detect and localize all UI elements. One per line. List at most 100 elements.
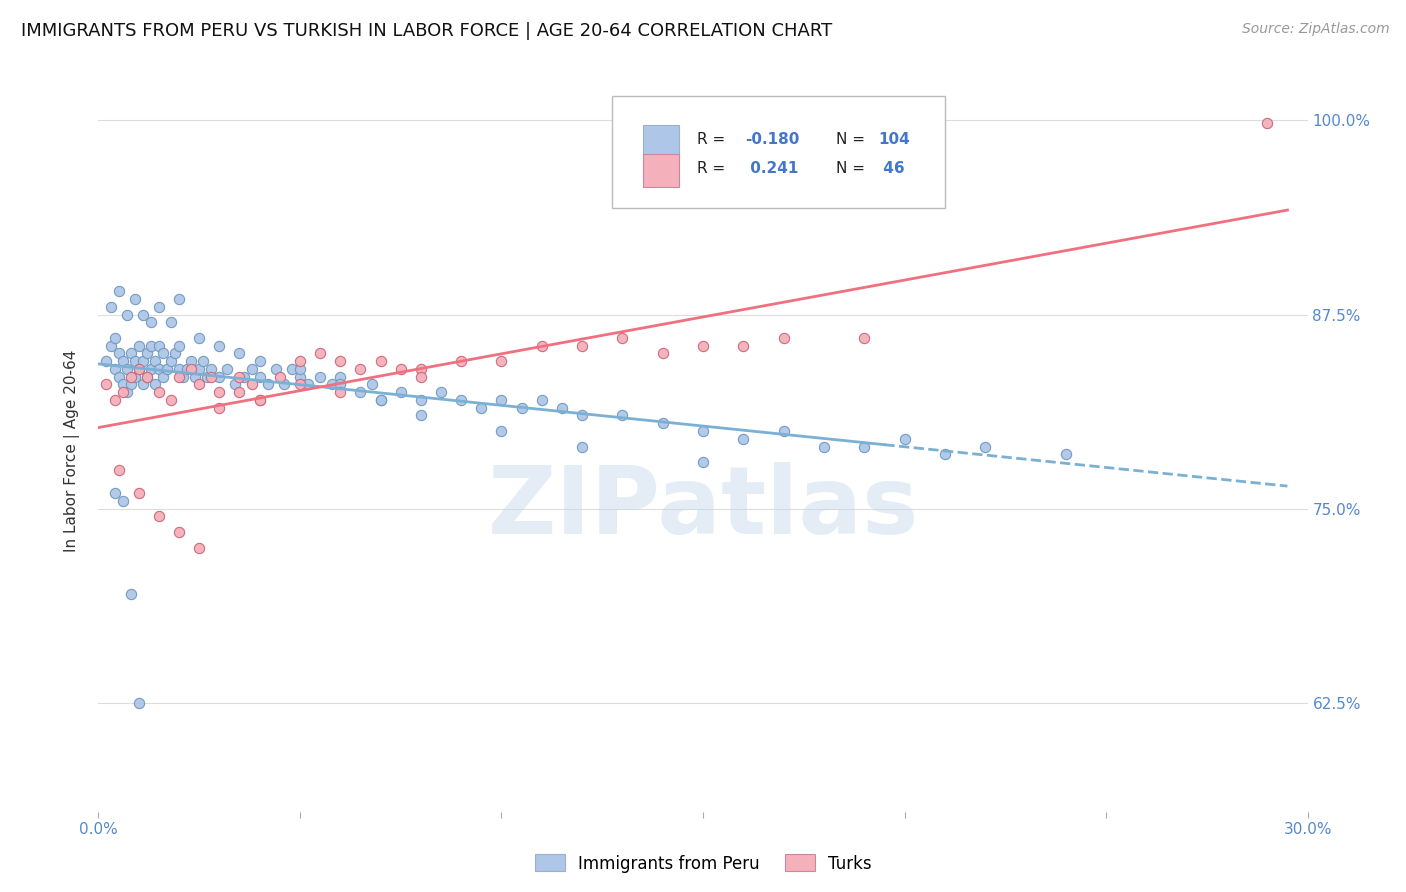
Point <box>128 362 150 376</box>
Legend: Immigrants from Peru, Turks: Immigrants from Peru, Turks <box>527 847 879 880</box>
Point <box>128 362 150 376</box>
Point <box>167 369 190 384</box>
Point <box>430 385 453 400</box>
Point <box>195 369 218 384</box>
Point <box>853 440 876 454</box>
Point <box>228 369 250 384</box>
FancyBboxPatch shape <box>613 96 945 209</box>
Point <box>249 392 271 407</box>
Point <box>115 362 138 376</box>
Point <box>132 354 155 368</box>
Point <box>249 369 271 384</box>
Point <box>329 354 352 368</box>
Point <box>551 401 574 415</box>
Point <box>692 338 714 352</box>
Point <box>309 369 332 384</box>
Point <box>249 354 271 368</box>
Point <box>115 308 138 322</box>
Point <box>103 362 125 376</box>
Point <box>281 362 304 376</box>
Point <box>530 338 553 352</box>
Point <box>510 401 533 415</box>
Point <box>288 354 311 368</box>
Point <box>409 362 432 376</box>
Point <box>120 377 142 392</box>
Text: N =: N = <box>837 132 870 147</box>
Point <box>103 331 125 345</box>
Point <box>232 369 254 384</box>
Point <box>288 369 311 384</box>
Point <box>124 369 146 384</box>
Point <box>1256 116 1278 130</box>
Point <box>571 409 593 423</box>
Point <box>96 354 118 368</box>
Point <box>107 463 129 477</box>
Point <box>491 424 513 438</box>
Point <box>297 377 319 392</box>
Point <box>96 377 118 392</box>
Point <box>409 369 432 384</box>
Point <box>450 354 472 368</box>
Point <box>111 354 134 368</box>
Text: N =: N = <box>837 161 870 177</box>
Point <box>111 377 134 392</box>
Point <box>172 369 194 384</box>
Point <box>370 392 392 407</box>
Text: 0.241: 0.241 <box>745 161 799 177</box>
Point <box>934 447 956 461</box>
Point <box>450 392 472 407</box>
Point <box>409 409 432 423</box>
Point <box>208 369 231 384</box>
Point <box>772 331 794 345</box>
Point <box>692 424 714 438</box>
Point <box>184 369 207 384</box>
Point <box>329 377 352 392</box>
Point <box>139 362 162 376</box>
Point <box>135 369 157 384</box>
Point <box>571 338 593 352</box>
Text: -0.180: -0.180 <box>745 132 800 147</box>
Point <box>124 354 146 368</box>
Point <box>107 284 129 298</box>
Point <box>111 494 134 508</box>
Point <box>321 377 343 392</box>
Point <box>256 377 278 392</box>
Point <box>124 292 146 306</box>
Point <box>167 292 190 306</box>
Point <box>139 315 162 329</box>
Point <box>100 300 122 314</box>
Point <box>188 377 211 392</box>
Point <box>240 377 263 392</box>
Point <box>269 369 291 384</box>
Point <box>470 401 492 415</box>
Point <box>329 385 352 400</box>
Text: IMMIGRANTS FROM PERU VS TURKISH IN LABOR FORCE | AGE 20-64 CORRELATION CHART: IMMIGRANTS FROM PERU VS TURKISH IN LABOR… <box>21 22 832 40</box>
Point <box>273 377 295 392</box>
Text: R =: R = <box>697 161 730 177</box>
Text: R =: R = <box>697 132 730 147</box>
Point <box>103 486 125 500</box>
Point <box>100 338 122 352</box>
Point <box>193 354 215 368</box>
Point <box>200 362 222 376</box>
Point <box>733 338 755 352</box>
Point <box>120 587 142 601</box>
Point <box>200 369 222 384</box>
Point <box>249 392 271 407</box>
Point <box>651 417 673 431</box>
Point <box>309 346 332 360</box>
Point <box>612 409 634 423</box>
Point <box>188 331 211 345</box>
Point <box>188 362 211 376</box>
Point <box>107 346 129 360</box>
Point <box>288 362 311 376</box>
Point <box>143 377 166 392</box>
Point <box>208 385 231 400</box>
Point <box>349 385 371 400</box>
Point <box>167 338 190 352</box>
Point <box>893 432 915 446</box>
Point <box>139 338 162 352</box>
Point <box>491 392 513 407</box>
Point <box>128 696 150 710</box>
Point <box>152 369 174 384</box>
